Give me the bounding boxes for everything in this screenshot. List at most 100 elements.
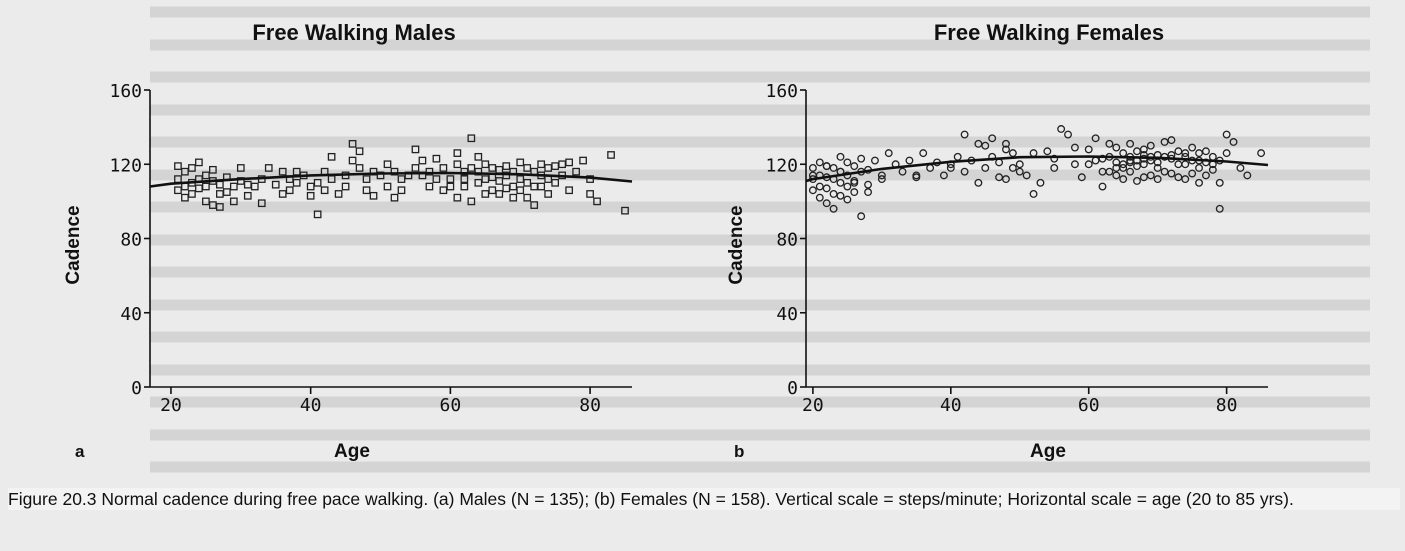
caption-lead: Figure 20.3 Normal cadence during free p… — [8, 489, 429, 509]
males-data-point — [516, 186, 525, 195]
males-x-tick-label: 80 — [579, 395, 601, 416]
males-data-point — [474, 167, 483, 176]
females-data-point — [850, 178, 859, 187]
males-data-point — [481, 175, 490, 183]
females-data-point — [1105, 167, 1114, 176]
males-data-point — [502, 184, 511, 193]
females-data-point — [1215, 204, 1224, 213]
males-data-point — [292, 167, 301, 176]
females-data-point — [822, 199, 831, 208]
males-data-point — [432, 175, 441, 183]
females-data-point — [1126, 139, 1135, 148]
males-data-point — [264, 164, 273, 172]
males-data-point — [348, 139, 357, 148]
females-data-point — [1146, 141, 1155, 150]
females-data-point — [1029, 149, 1038, 158]
males-y-tick-label: 40 — [120, 304, 142, 325]
females-data-point — [1098, 182, 1107, 191]
males-data-point — [593, 197, 601, 206]
females-data-point — [1243, 171, 1252, 180]
females-data-point — [995, 173, 1004, 182]
females-data-point — [898, 167, 907, 176]
males-data-point — [439, 164, 448, 172]
males-data-point — [453, 160, 462, 169]
females-data-point — [1236, 164, 1245, 172]
males-data-point — [530, 182, 539, 191]
females-data-point — [926, 164, 935, 172]
females-data-point — [1002, 145, 1010, 154]
males-data-point — [418, 156, 427, 165]
males-data-point — [222, 188, 231, 196]
females-data-point — [1050, 164, 1059, 172]
females-data-point — [995, 158, 1004, 167]
males-data-point — [474, 178, 483, 187]
males-data-point — [362, 186, 371, 195]
females-data-point — [1015, 160, 1024, 169]
females-data-point — [1167, 169, 1176, 178]
males-data-point — [250, 182, 259, 191]
males-data-point — [537, 182, 546, 191]
males-data-point — [195, 158, 203, 167]
males-data-point — [202, 171, 210, 180]
males-data-point — [551, 178, 560, 187]
males-x-tick-label: 40 — [300, 395, 322, 416]
males-data-point — [558, 160, 566, 169]
males-data-point — [488, 164, 497, 172]
males-data-point — [278, 167, 287, 176]
females-data-point — [1208, 152, 1217, 161]
panel-letter-a: a — [75, 442, 85, 461]
males-data-point — [271, 180, 280, 189]
females-data-point — [953, 152, 962, 161]
males-data-point — [523, 193, 532, 202]
females-data-point — [1119, 149, 1128, 158]
females-data-point — [843, 158, 852, 167]
females-data-point — [877, 171, 886, 180]
females-data-point — [857, 154, 866, 163]
males-data-point — [516, 158, 525, 167]
females-data-point — [815, 158, 824, 167]
females-data-point — [1043, 147, 1052, 156]
males-data-point — [181, 167, 189, 176]
females-data-point — [946, 164, 955, 172]
males-data-point — [467, 197, 476, 206]
females-plot-area: 0 40 80 120 160 20 40 60 80 — [765, 81, 1269, 416]
females-data-point — [877, 175, 886, 184]
females-data-point — [850, 162, 859, 171]
males-data-point — [209, 201, 217, 209]
caption-body: (a) Males (N = 135); (b) Females (N = 15… — [428, 489, 1294, 509]
females-data-point — [1167, 136, 1176, 145]
males-data-point — [551, 162, 560, 170]
females-data-point — [1174, 147, 1183, 156]
males-data-point — [460, 175, 469, 183]
females-x-tick-label: 20 — [802, 395, 824, 416]
males-data-point — [446, 175, 455, 183]
males-data-point — [174, 186, 182, 195]
males-data-point — [209, 165, 217, 174]
males-data-point — [530, 201, 539, 209]
males-data-point — [397, 186, 406, 195]
panel-letter-b: b — [734, 442, 744, 461]
males-data-point — [460, 182, 469, 191]
females-data-point — [836, 191, 845, 200]
males-data-point — [509, 182, 518, 191]
females-data-point — [1139, 160, 1148, 169]
females-data-point — [1002, 175, 1010, 184]
males-data-point — [188, 164, 196, 172]
males-data-point — [425, 167, 434, 176]
males-data-point — [453, 193, 462, 202]
females-data-point — [850, 188, 859, 197]
females-data-point — [1022, 171, 1031, 180]
females-scatter-plot: Free Walking Females 0 40 80 120 160 20 40 60 80… — [726, 20, 1269, 462]
males-data-point — [243, 191, 252, 200]
males-data-point — [285, 186, 294, 195]
males-x-tick-label: 20 — [160, 395, 182, 416]
males-data-point — [432, 154, 441, 163]
females-data-point — [981, 141, 990, 150]
males-data-point — [216, 190, 224, 198]
females-data-point — [871, 156, 879, 165]
females-data-point — [864, 180, 873, 189]
females-data-point — [1112, 164, 1121, 172]
males-data-point — [607, 151, 615, 159]
males-data-point — [216, 180, 224, 189]
females-data-point — [1153, 175, 1162, 184]
